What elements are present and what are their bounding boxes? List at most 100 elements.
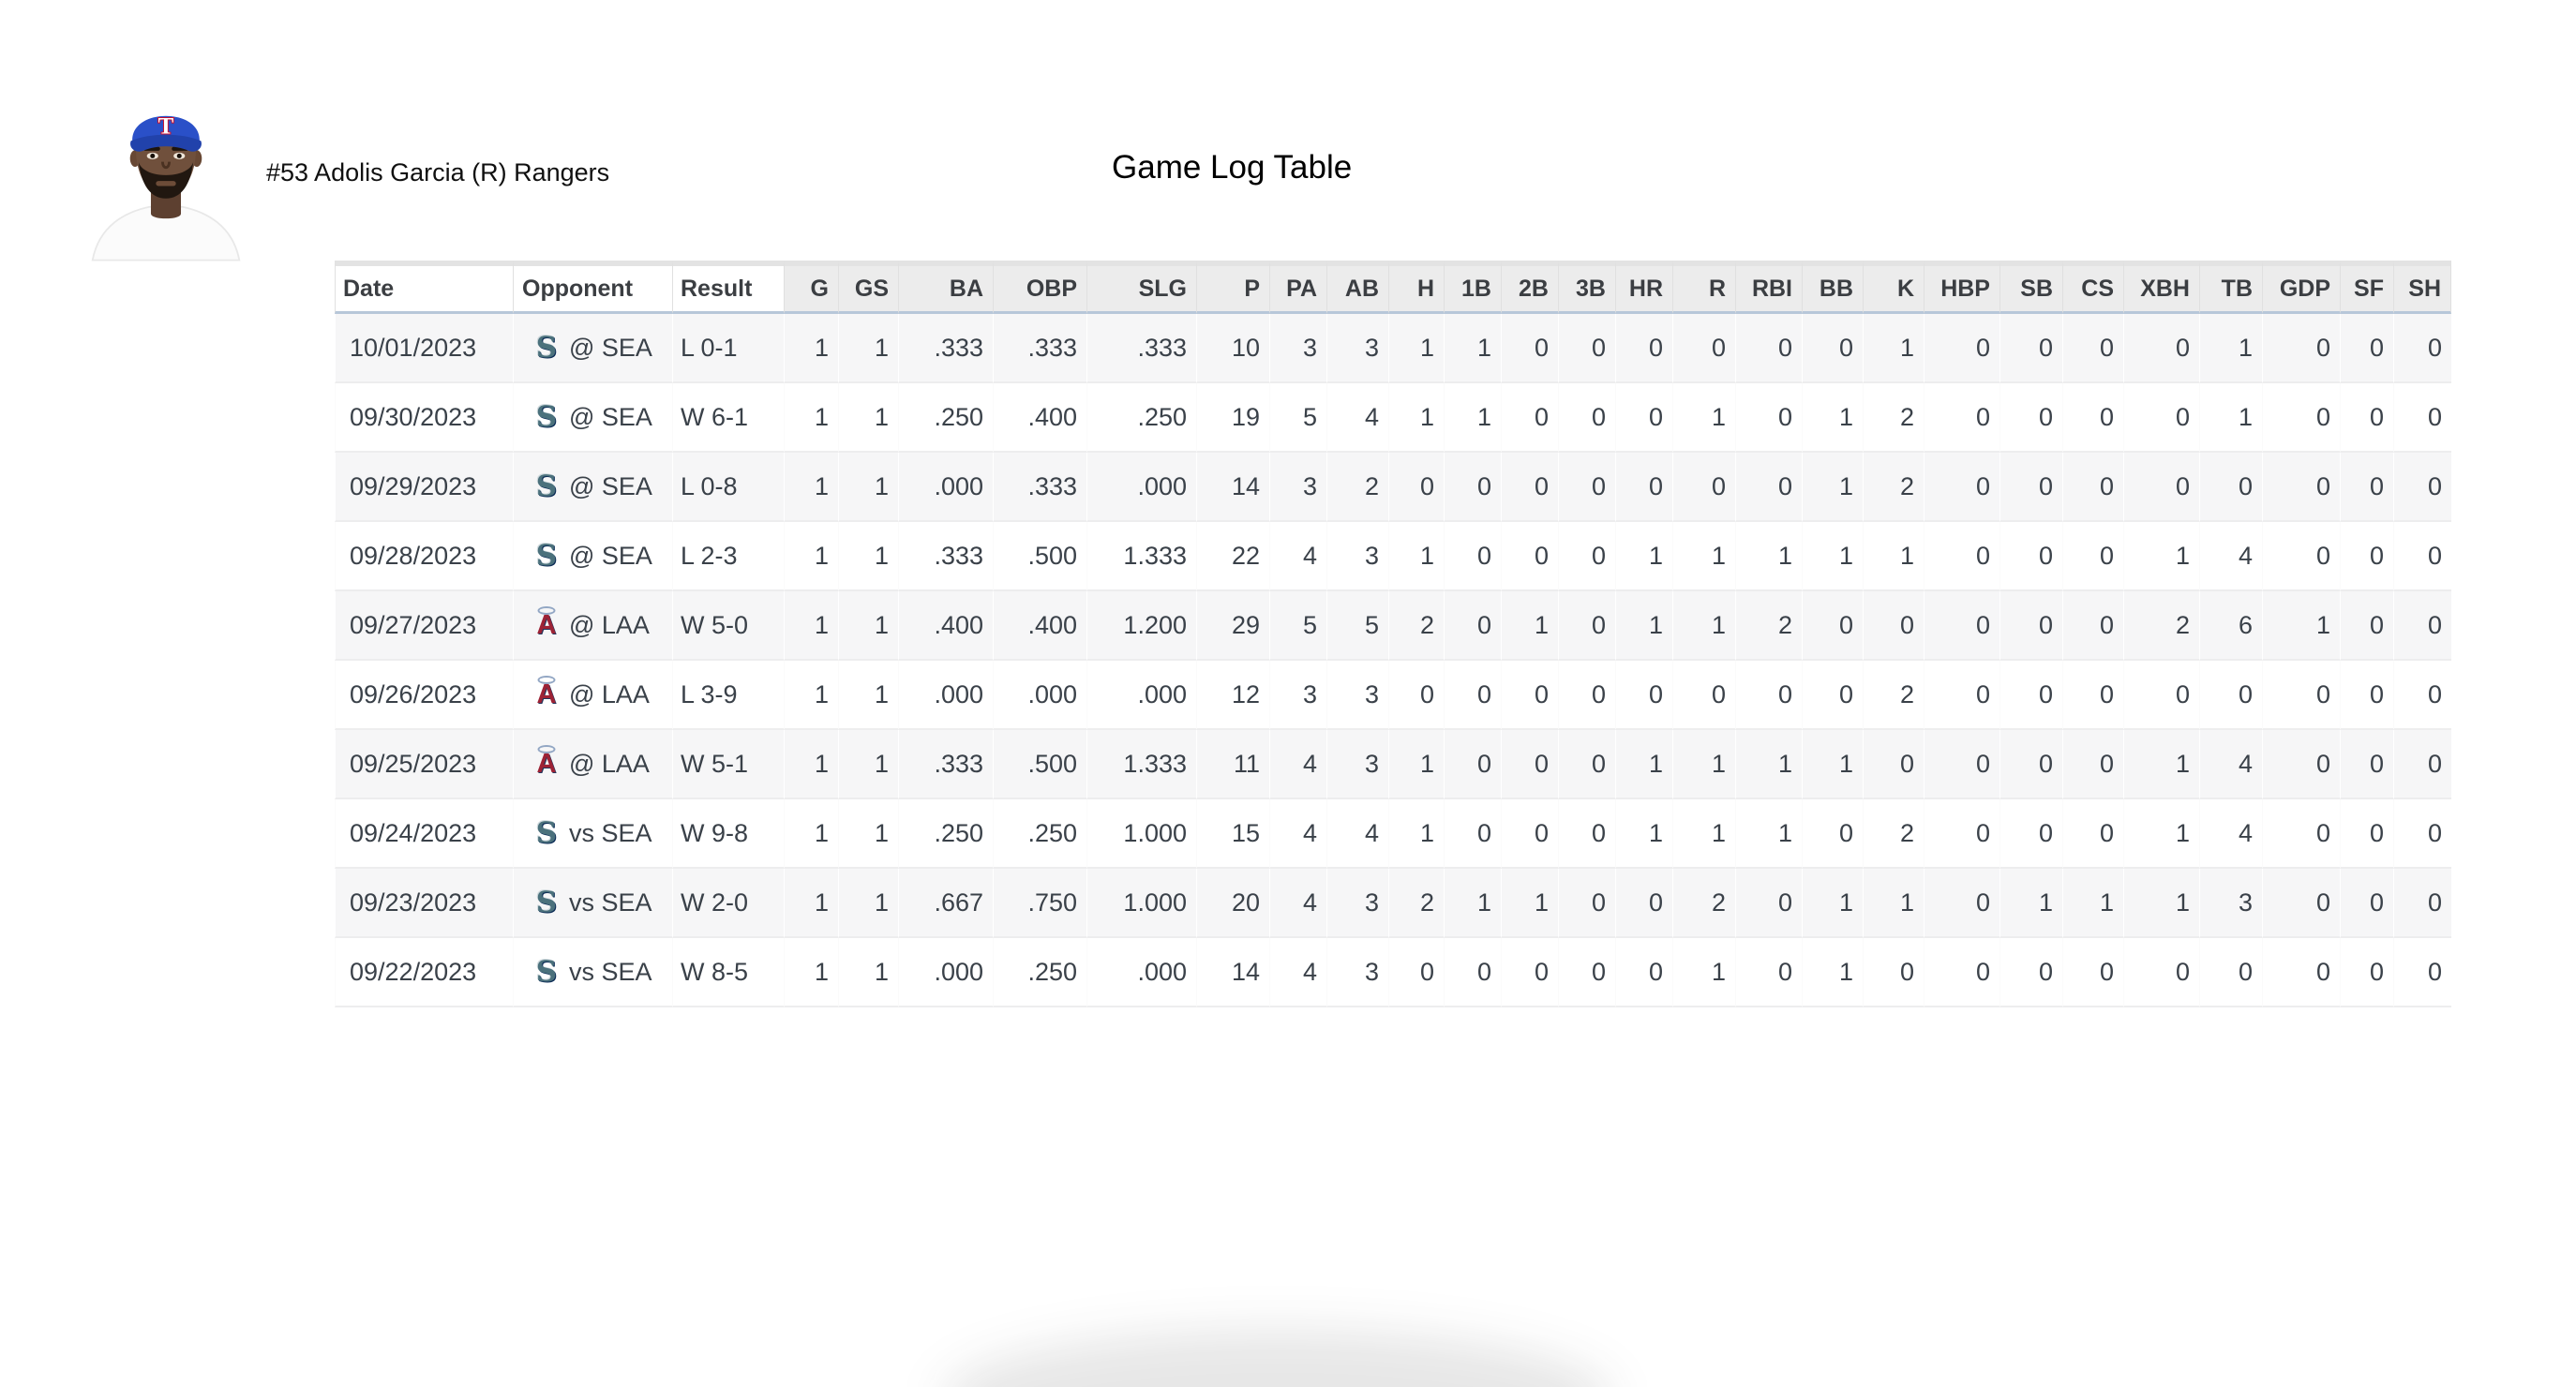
game-row: 09/28/2023 S @ SEA L 2-3 1 1.333.500 1.333 22 4 3… — [335, 522, 2451, 591]
cell-r: 0 — [1672, 661, 1735, 730]
cell-date: 09/23/2023 — [335, 869, 513, 938]
cell-gdp: 0 — [2262, 869, 2340, 938]
column-header-pa: PA — [1269, 261, 1326, 314]
cell-p: 15 — [1196, 799, 1269, 869]
column-header-gs: GS — [838, 261, 898, 314]
cell-slg: .000 — [1086, 453, 1196, 522]
jersey — [91, 205, 241, 261]
cell-sb: 1 — [1999, 869, 2062, 938]
cell-sh: 0 — [2393, 453, 2451, 522]
cell-gdp: 0 — [2262, 383, 2340, 453]
cell-bb: 0 — [1802, 661, 1863, 730]
column-header-sf: SF — [2340, 261, 2393, 314]
cell-p: 10 — [1196, 314, 1269, 383]
cell-date: 09/24/2023 — [335, 799, 513, 869]
cell-3b: 0 — [1558, 522, 1615, 591]
game-row: 09/30/2023 S @ SEA W 6-1 1 1.250.400.250 19 5 4 1… — [335, 383, 2451, 453]
cell-xbh: 1 — [2123, 799, 2199, 869]
opponent-label: @ SEA — [569, 333, 652, 362]
cell-1b: 0 — [1444, 661, 1501, 730]
cell-bb: 0 — [1802, 591, 1863, 661]
cell-result: L 0-1 — [672, 314, 784, 383]
cell-ba: .333 — [898, 314, 993, 383]
cell-tb: 0 — [2199, 661, 2262, 730]
cell-g: 1 — [784, 453, 838, 522]
column-header-g: G — [784, 261, 838, 314]
gamelog-head: Date Opponent Result G GS BA OBP SLG P PA AB H 1B 2B 3… — [335, 261, 2451, 314]
cell-1b: 1 — [1444, 383, 1501, 453]
cell-rbi: 0 — [1735, 314, 1802, 383]
team-logo-laa-icon: A — [532, 679, 561, 710]
cell-p: 22 — [1196, 522, 1269, 591]
cell-tb: 6 — [2199, 591, 2262, 661]
cell-sf: 0 — [2340, 730, 2393, 799]
cell-tb: 1 — [2199, 383, 2262, 453]
cell-sf: 0 — [2340, 799, 2393, 869]
column-header-slg: SLG — [1086, 261, 1196, 314]
cell-xbh: 1 — [2123, 730, 2199, 799]
cap-brim — [130, 134, 202, 152]
cell-h: 1 — [1388, 522, 1444, 591]
cell-ba: .400 — [898, 591, 993, 661]
cell-opponent: S @ SEA — [513, 314, 672, 383]
cell-3b: 0 — [1558, 938, 1615, 1007]
cell-ab: 3 — [1326, 522, 1388, 591]
cell-gdp: 0 — [2262, 314, 2340, 383]
cell-rbi: 1 — [1735, 730, 1802, 799]
gamelog-table: Date Opponent Result G GS BA OBP SLG P PA AB H 1B 2B 3… — [335, 261, 2451, 1007]
cell-pa: 3 — [1269, 661, 1326, 730]
cell-bb: 1 — [1802, 938, 1863, 1007]
cell-h: 2 — [1388, 869, 1444, 938]
cell-p: 12 — [1196, 661, 1269, 730]
cell-pa: 4 — [1269, 799, 1326, 869]
cell-k: 0 — [1863, 938, 1924, 1007]
cell-k: 2 — [1863, 453, 1924, 522]
cell-xbh: 0 — [2123, 314, 2199, 383]
cell-date: 09/28/2023 — [335, 522, 513, 591]
cell-h: 1 — [1388, 383, 1444, 453]
opponent-label: @ LAA — [569, 679, 650, 708]
cell-sf: 0 — [2340, 383, 2393, 453]
cell-3b: 0 — [1558, 869, 1615, 938]
cell-bb: 1 — [1802, 453, 1863, 522]
cell-3b: 0 — [1558, 314, 1615, 383]
cell-r: 1 — [1672, 522, 1735, 591]
cell-cs: 0 — [2062, 591, 2123, 661]
cell-ba: .250 — [898, 799, 993, 869]
opponent-label: vs SEA — [569, 957, 652, 986]
cell-gs: 1 — [838, 522, 898, 591]
cell-r: 0 — [1672, 453, 1735, 522]
column-header-3b: 3B — [1558, 261, 1615, 314]
cell-tb: 4 — [2199, 730, 2262, 799]
cell-xbh: 2 — [2123, 591, 2199, 661]
cell-date: 09/26/2023 — [335, 661, 513, 730]
game-row: 09/25/2023 A @ LAA W 5-1 1 1.333.500 1.333 11 4 3… — [335, 730, 2451, 799]
cell-rbi: 1 — [1735, 799, 1802, 869]
cell-ab: 3 — [1326, 938, 1388, 1007]
cell-r: 1 — [1672, 591, 1735, 661]
cell-bb: 1 — [1802, 522, 1863, 591]
cell-sb: 0 — [1999, 799, 2062, 869]
cell-ba: .333 — [898, 730, 993, 799]
cell-sh: 0 — [2393, 661, 2451, 730]
cell-date: 09/30/2023 — [335, 383, 513, 453]
column-header-rbi: RBI — [1735, 261, 1802, 314]
cell-gs: 1 — [838, 799, 898, 869]
cell-ab: 3 — [1326, 869, 1388, 938]
cell-rbi: 0 — [1735, 383, 1802, 453]
cell-result: W 2-0 — [672, 869, 784, 938]
cell-sf: 0 — [2340, 869, 2393, 938]
cell-cs: 0 — [2062, 661, 2123, 730]
cell-result: W 8-5 — [672, 938, 784, 1007]
cell-k: 2 — [1863, 383, 1924, 453]
cell-date: 09/22/2023 — [335, 938, 513, 1007]
cell-p: 14 — [1196, 938, 1269, 1007]
column-header-gdp: GDP — [2262, 261, 2340, 314]
column-header-1b: 1B — [1444, 261, 1501, 314]
cell-ba: .000 — [898, 661, 993, 730]
cell-xbh: 0 — [2123, 383, 2199, 453]
cell-xbh: 1 — [2123, 522, 2199, 591]
cell-cs: 0 — [2062, 799, 2123, 869]
